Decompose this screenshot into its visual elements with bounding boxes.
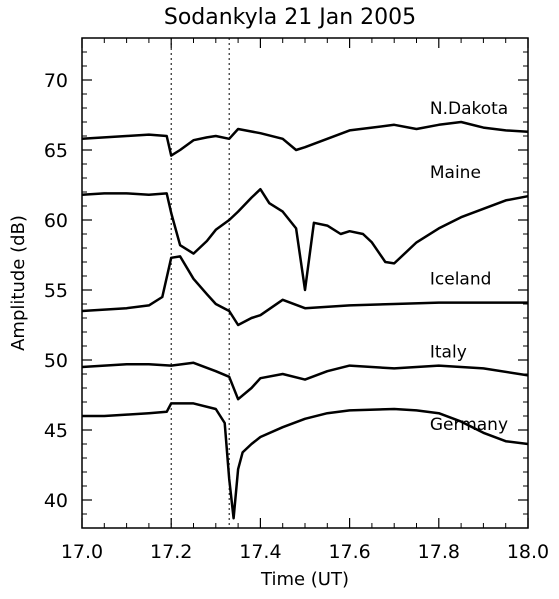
x-tick-label-1: 17.2 [150, 541, 192, 563]
tick-labels: 17.0 17.2 17.4 17.6 17.8 18.0 40 45 50 55 60 65 70 [44, 70, 549, 563]
y-tick-label-2: 50 [44, 350, 68, 372]
series-line-n-dakota [81, 120, 529, 157]
y-tick-label-1: 45 [44, 420, 68, 442]
series-label-iceland: Iceland [430, 270, 492, 290]
series-labels: N.Dakota Maine Iceland Italy Germany [430, 99, 508, 435]
x-tick-label-0: 17.0 [61, 541, 103, 563]
series-label-n-dakota: N.Dakota [430, 99, 508, 119]
y-tick-label-5: 65 [44, 140, 68, 162]
y-tick-label-4: 60 [44, 210, 68, 232]
x-tick-label-3: 17.6 [328, 541, 370, 563]
x-axis-label: Time (UT) [260, 569, 349, 590]
x-tick-label-5: 18.0 [507, 541, 549, 563]
series-line-germany [82, 402, 529, 520]
x-tick-label-4: 17.8 [418, 541, 460, 563]
series-line-italy [81, 361, 529, 401]
series-label-germany: Germany [430, 415, 508, 435]
chart-title: Sodankyla 21 Jan 2005 [164, 5, 416, 30]
y-tick-label-6: 70 [44, 70, 68, 92]
series-lines [81, 120, 529, 520]
y-axis-label: Amplitude (dB) [8, 215, 29, 351]
series-line-iceland [81, 255, 528, 327]
x-tick-label-2: 17.4 [239, 541, 281, 563]
event-markers [170, 38, 230, 528]
axis-ticks [81, 37, 529, 529]
y-tick-label-0: 40 [44, 490, 68, 512]
series-label-maine: Maine [430, 163, 481, 183]
series-label-italy: Italy [430, 342, 467, 362]
y-tick-label-3: 55 [44, 280, 68, 302]
series-line-maine [81, 187, 529, 292]
